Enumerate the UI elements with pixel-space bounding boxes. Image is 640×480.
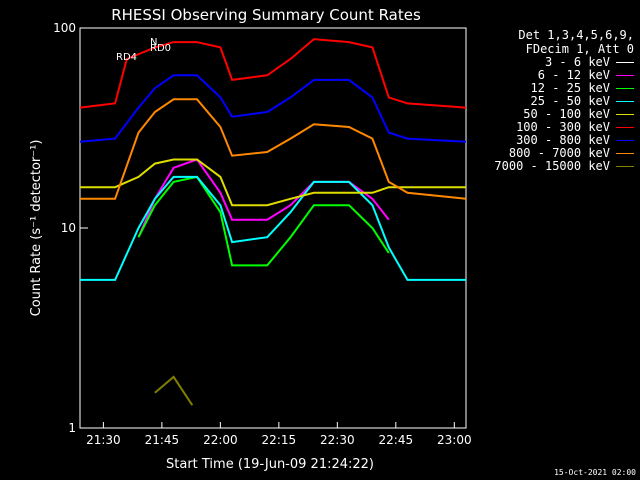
series-line-4 — [80, 158, 466, 207]
series-line-0 — [137, 191, 390, 333]
x-tick-label: 21:45 — [145, 433, 180, 447]
x-tick-label: 22:15 — [262, 433, 297, 447]
legend-swatch — [616, 88, 634, 89]
legend-swatch — [616, 166, 634, 167]
x-tick-label: 23:00 — [437, 433, 472, 447]
legend-label: 100 - 300 keV — [516, 120, 610, 134]
legend-item: 800 - 7000 keV — [484, 147, 634, 160]
series-line-6 — [79, 74, 467, 143]
legend-item: 6 - 12 keV — [484, 69, 634, 82]
x-tick-label: 22:30 — [320, 433, 355, 447]
legend-label: 800 - 7000 keV — [508, 146, 610, 160]
series-line-7 — [80, 98, 467, 200]
legend-swatch — [616, 140, 634, 141]
legend-item: 7000 - 15000 keV — [484, 160, 634, 173]
series-line-3 — [80, 175, 466, 281]
annotation-rd0: RD0 — [150, 43, 171, 54]
x-tick-label: 21:30 — [86, 433, 121, 447]
legend-item: 100 - 300 keV — [484, 121, 634, 134]
legend-swatch — [616, 75, 634, 76]
annotation-n: N — [150, 37, 157, 48]
y-tick-label: 1 — [68, 421, 76, 435]
legend-item: 300 - 800 keV — [484, 134, 634, 147]
legend-item: 12 - 25 keV — [484, 82, 634, 95]
legend-swatch — [616, 153, 634, 154]
timestamp: 15-Oct-2021 02:00 — [554, 468, 636, 477]
legend-item: 25 - 50 keV — [484, 95, 634, 108]
series-line-5 — [79, 38, 467, 109]
legend-item: 3 - 6 keV — [484, 56, 634, 69]
legend-label: 12 - 25 keV — [530, 81, 610, 95]
legend-swatch — [616, 101, 634, 102]
annotation-rd4: RD4 — [116, 52, 137, 63]
y-tick-label: 100 — [53, 21, 76, 35]
legend-label: 6 - 12 keV — [537, 68, 610, 82]
legend-label: 7000 - 15000 keV — [494, 159, 610, 173]
legend-header-decimation: FDecim 1, Att 0 — [525, 42, 634, 56]
series-line-1 — [137, 158, 390, 238]
chart-title: RHESSI Observing Summary Count Rates — [111, 6, 421, 24]
series-line-8 — [154, 375, 194, 406]
legend-label: 25 - 50 keV — [530, 94, 610, 108]
legend: Det 1,3,4,5,6,9, FDecim 1, Att 0 3 - 6 k… — [484, 28, 634, 173]
legend-header-detectors: Det 1,3,4,5,6,9, — [518, 28, 634, 42]
x-tick-label: 22:45 — [379, 433, 414, 447]
series-line-2 — [137, 175, 390, 267]
legend-swatch — [616, 62, 634, 63]
legend-swatch — [616, 127, 634, 128]
y-tick-label: 10 — [61, 221, 76, 235]
x-tick-label: 22:00 — [203, 433, 238, 447]
legend-swatch — [616, 114, 634, 115]
legend-label: 50 - 100 keV — [523, 107, 610, 121]
legend-label: 300 - 800 keV — [516, 133, 610, 147]
legend-label: 3 - 6 keV — [544, 55, 610, 69]
y-axis-label: Count Rate (s⁻¹ detector⁻¹) — [29, 140, 44, 317]
legend-item: 50 - 100 keV — [484, 108, 634, 121]
x-axis-label: Start Time (19-Jun-09 21:24:22) — [166, 457, 374, 472]
